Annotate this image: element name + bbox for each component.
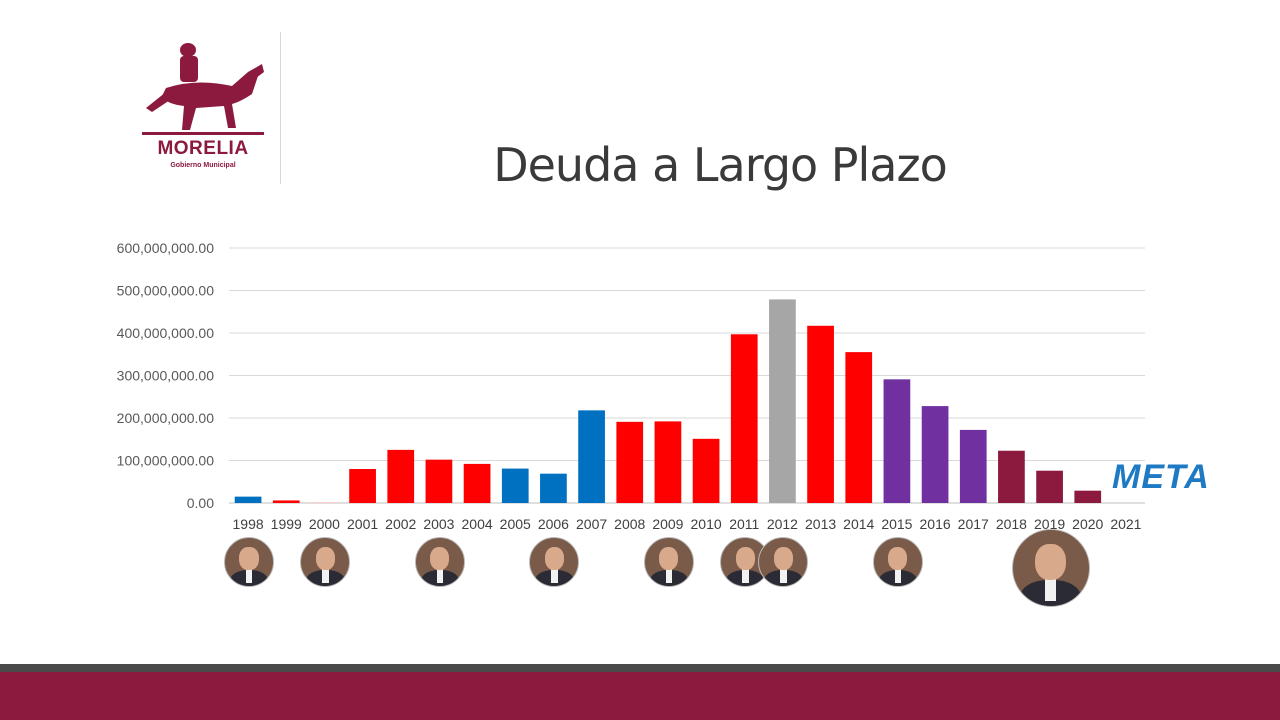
bar-2013 (807, 325, 834, 503)
horseman-icon (142, 43, 264, 135)
portrait-2006 (529, 537, 580, 587)
x-tick-label: 2016 (920, 516, 951, 532)
slide-title: Deuda a Largo Plazo (493, 138, 948, 192)
logo-subtitle: Gobierno Municipal (170, 162, 236, 169)
debt-bar-chart: 0.00 100,000,000.00 200,000,000.00 300,000,… (117, 240, 1145, 532)
bar-2011 (730, 334, 758, 503)
bar-2020 (1074, 490, 1102, 503)
x-tick-label: 2009 (652, 516, 683, 532)
footer-stripe (0, 664, 1280, 672)
bar-2003 (425, 459, 453, 503)
bar-2016 (921, 406, 949, 503)
y-tick-label: 200,000,000.00 (117, 410, 215, 426)
x-tick-label: 2011 (729, 516, 759, 532)
x-tick-label: 2017 (958, 516, 989, 532)
x-tick-label: 2002 (385, 516, 416, 532)
x-tick-label: 1998 (233, 516, 264, 532)
x-tick-label: 2012 (767, 516, 798, 532)
y-tick-label: 0.00 (187, 495, 214, 511)
meta-label: META (1112, 458, 1210, 496)
portrait-1998 (224, 537, 275, 587)
y-tick-label: 100,000,000.00 (117, 453, 215, 469)
bar-2004 (463, 463, 491, 503)
y-tick-label: 300,000,000.00 (117, 368, 215, 384)
x-tick-label: 2000 (309, 516, 340, 532)
bar-2006 (540, 473, 567, 503)
y-tick-label: 500,000,000.00 (117, 283, 215, 299)
bar-2000 (311, 502, 338, 503)
x-tick-label: 2014 (843, 516, 874, 532)
x-tick-label: 2015 (881, 516, 912, 532)
bar-2002 (387, 449, 415, 503)
portrait-2009 (643, 537, 694, 587)
bar-2005 (501, 468, 529, 503)
bar-2007 (578, 410, 605, 503)
x-tick-label: 2004 (462, 516, 493, 532)
x-tick-label: 2005 (500, 516, 531, 532)
x-tick-label: 2003 (423, 516, 454, 532)
portrait-2000 (300, 537, 351, 587)
bar-2014 (845, 352, 873, 503)
x-tick-label: 2019 (1034, 516, 1065, 532)
bar-1999 (272, 500, 300, 503)
bar-2010 (692, 438, 720, 503)
logo-wordmark: MORELIA (157, 138, 249, 159)
bar-2018 (998, 450, 1025, 503)
bar-2017 (959, 429, 987, 503)
portrait-2015 (872, 537, 923, 587)
x-tick-label: 2013 (805, 516, 836, 532)
bar-2001 (349, 469, 376, 503)
x-tick-label: 2010 (691, 516, 722, 532)
bar-2019 (1036, 470, 1063, 503)
logo-divider (280, 32, 281, 184)
bar-1998 (234, 496, 262, 503)
y-tick-label: 600,000,000.00 (117, 240, 215, 256)
x-tick-label: 2018 (996, 516, 1027, 532)
bar-2008 (616, 421, 644, 503)
portrait-2003 (414, 537, 465, 587)
y-tick-label: 400,000,000.00 (117, 325, 215, 341)
bar-2012 (769, 299, 796, 503)
footer-bar (0, 672, 1280, 720)
x-tick-label: 2021 (1110, 516, 1141, 532)
bar-2015 (883, 379, 911, 503)
x-tick-label: 2006 (538, 516, 569, 532)
portrait-2012 (758, 537, 809, 587)
morelia-logo: MORELIA Gobierno Municipal (136, 42, 270, 178)
x-tick-label: 2007 (576, 516, 607, 532)
x-tick-label: 2001 (347, 516, 378, 532)
portrait-2019 (1011, 529, 1090, 607)
bar-2009 (654, 421, 682, 503)
x-tick-label: 1999 (271, 516, 302, 532)
x-tick-label: 2020 (1072, 516, 1103, 532)
x-tick-label: 2008 (614, 516, 645, 532)
